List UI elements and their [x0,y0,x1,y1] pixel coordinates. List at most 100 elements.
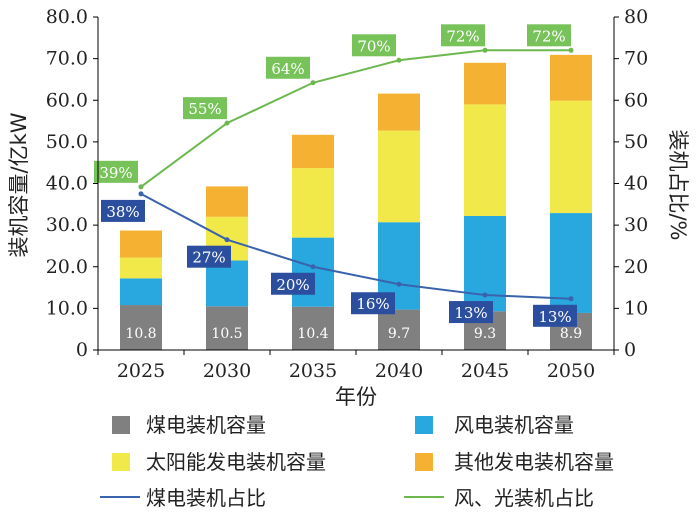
x-tick-label: 2030 [203,360,251,382]
bar-segment [550,100,592,214]
line-label: 55% [188,100,221,118]
bar-segment-label: 10.5 [211,326,242,342]
line-label: 70% [357,37,390,55]
line-point [396,281,402,287]
bar-segment [120,305,162,350]
y-axis-title: 装机容量/亿kW [7,112,31,257]
x-tick-label: 2045 [461,360,509,382]
bar-segment [378,309,420,350]
y2-tick-label: 40 [624,173,648,195]
y2-tick-label: 50 [624,131,648,153]
y-tick-label: 60.0 [46,89,88,111]
legend-swatch-solar [112,453,130,471]
line-label: 39% [99,164,132,182]
bar-segment [120,230,162,258]
y-tick-label: 70.0 [46,48,88,70]
line-point [396,57,402,63]
y-tick-label: 10.0 [46,297,88,319]
y2-tick-label: 70 [624,48,648,70]
line-point [138,184,144,190]
legend-swatch-coal [112,416,130,434]
y-tick-label: 20.0 [46,256,88,278]
y2-tick-label: 20 [624,256,648,278]
bar-segment-label: 9.3 [474,326,496,342]
line-label: 38% [106,203,139,221]
line-label: 20% [276,276,309,294]
line-label: 16% [356,295,389,313]
bar-segment [464,62,506,105]
x-tick-label: 2035 [289,360,337,382]
x-axis-title: 年份 [335,385,377,409]
x-tick-label: 2025 [117,360,165,382]
line-label: 72% [446,27,479,45]
legend-swatch-wind [415,416,433,434]
lines-layer [138,47,574,302]
line-point [138,191,144,197]
y-tick-label: 40.0 [46,173,88,195]
line-label-box [533,304,577,327]
line-label-box [527,24,571,47]
y-tick-label: 50.0 [46,131,88,153]
bar-segment [550,54,592,101]
y-tick-label: 0 [76,339,88,361]
line-point [224,237,230,243]
bar-segment [120,257,162,279]
line-label: 27% [192,249,225,267]
x-tick-label: 2040 [375,360,423,382]
line-point [224,120,230,126]
line-point [482,47,488,53]
bar-segment [120,278,162,306]
legend-label-wind: 风电装机容量 [454,413,574,437]
point-labels-layer: 38% 27% 20% 16% 13% 13% 39% 55% 64% 70% 72% 72% [94,24,577,327]
y2-tick-label: 30 [624,214,648,236]
bar-segment [292,168,334,238]
line-point [310,264,316,270]
y2-tick-label: 0 [624,339,636,361]
line-label-box [449,301,493,324]
bar-segment-label: 10.8 [125,326,156,342]
bar-segment-label: 9.7 [388,326,410,342]
bars-layer: 10.8 10.5 10.4 9.7 9.3 8.9 [120,54,592,350]
legend-label-other: 其他发电装机容量 [454,450,614,474]
legend-label-wind-solar-share: 风、光装机占比 [454,486,594,510]
line-label-box [94,160,138,183]
bar-segment [292,134,334,169]
line-series [140,193,572,300]
y-tick-label: 80.0 [46,6,88,28]
line-label: 72% [532,27,565,45]
line-point [568,47,574,53]
bar-segment [206,306,248,350]
legend-swatch-other [415,453,433,471]
legend: 煤电装机容量 风电装机容量 太阳能发电装机容量 其他发电装机容量 煤电装机占比 … [100,413,614,510]
line-point [310,80,316,86]
bar-segment [464,104,506,216]
bar-segment [206,260,248,307]
line-series [140,49,571,188]
line-label: 13% [454,304,487,322]
bar-segment [206,186,248,217]
line-point [568,296,574,302]
line-label-box [352,34,396,57]
bar-segment-label: 10.4 [297,326,328,342]
line-label-box [271,272,315,295]
line-point [482,292,488,298]
bar-segment [292,306,334,350]
axes-layer: 010.020.030.040.050.060.070.080.00102030… [46,6,649,382]
bar-segment [378,93,420,131]
bar-segment-label: 8.9 [560,326,582,342]
line-label: 13% [538,308,571,326]
bar-segment [378,130,420,223]
x-tick-label: 2050 [547,360,595,382]
y2-axis-title: 装机占比/% [666,129,690,240]
bar-segment [292,237,334,307]
y2-tick-label: 10 [624,297,648,319]
line-label-box [183,97,227,120]
y2-tick-label: 60 [624,89,648,111]
line-label-box [101,199,145,222]
line-label: 64% [271,60,304,78]
line-label-box [351,292,395,315]
legend-label-coal: 煤电装机容量 [146,413,266,437]
line-label-box [266,56,310,79]
legend-label-solar: 太阳能发电装机容量 [146,450,326,474]
